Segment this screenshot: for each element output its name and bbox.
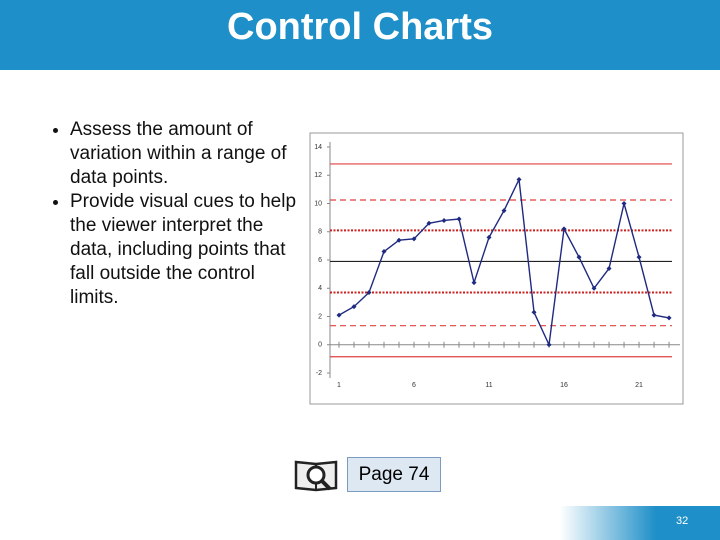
data-point [456,216,462,222]
bullet: Assess the amount of variation within a … [70,118,306,190]
data-point [351,304,357,310]
x-tick-label: 6 [412,382,416,389]
y-tick-label: 2 [318,313,322,320]
data-point [396,237,402,243]
book-icon [294,460,338,492]
y-tick-label: 0 [318,342,322,349]
footer-strip [560,506,720,540]
data-point [486,234,492,240]
data-point [591,285,597,291]
data-point [531,309,537,315]
data-point [546,342,552,348]
x-tick-label: 1 [337,382,341,389]
data-point [621,201,627,206]
y-tick-label: 12 [314,172,322,179]
data-point [576,254,582,260]
data-point [666,315,672,321]
y-tick-label: 4 [318,285,322,292]
data-point [471,280,477,286]
data-point [516,176,522,182]
data-point [441,217,447,223]
chart-frame [309,132,684,405]
x-tick-label: 16 [560,382,568,389]
page-button[interactable]: Page 74 [347,457,441,492]
data-point [426,220,432,226]
bullet-list: Assess the amount of variation within a … [34,118,306,310]
x-tick-label: 11 [485,382,492,389]
data-point [411,236,417,242]
title-bar [0,0,720,70]
y-tick-label: 10 [314,200,322,207]
bullet: Provide visual cues to help the viewer i… [70,190,306,310]
data-point [336,312,342,318]
x-tick-label: 21 [635,382,643,389]
y-tick-label: 14 [314,144,322,151]
slide-title: Control Charts [227,6,493,48]
y-tick-label: 8 [318,229,322,236]
data-point [561,226,567,232]
data-point [366,289,372,295]
y-tick-label: -2 [316,370,322,377]
slide-number: 32 [676,515,689,527]
data-point [636,254,642,260]
data-point [606,265,612,271]
data-point [381,249,387,255]
data-point [501,208,507,214]
data-point [651,312,657,318]
y-tick-label: 6 [318,257,322,264]
